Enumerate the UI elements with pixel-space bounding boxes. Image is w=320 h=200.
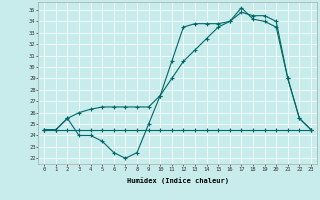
X-axis label: Humidex (Indice chaleur): Humidex (Indice chaleur) — [127, 177, 228, 184]
